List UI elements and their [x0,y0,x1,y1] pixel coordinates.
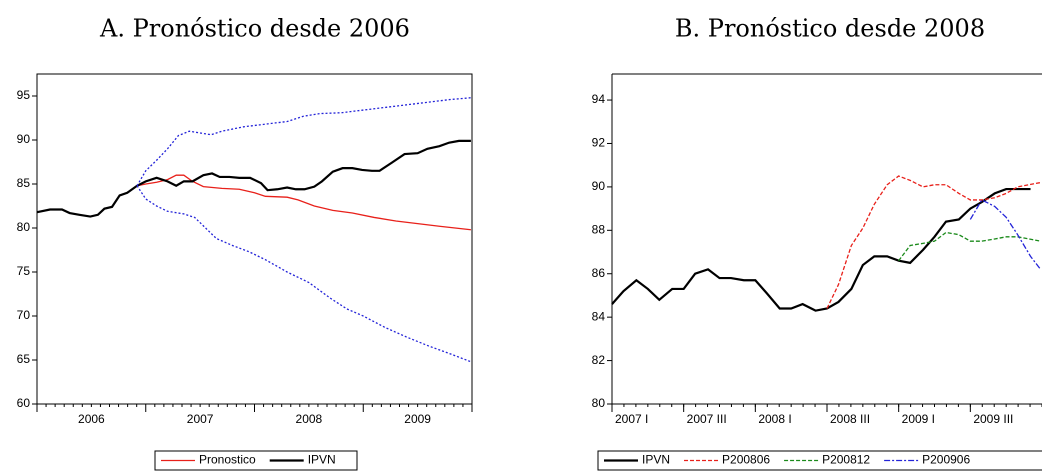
series-line [898,231,1041,262]
y-tick-label: 94 [592,92,606,106]
chart-title: B. Pronóstico desde 2008 [675,15,985,43]
legend-label: P200806 [722,453,770,467]
y-tick-label: 92 [592,136,606,150]
series-line [611,187,1031,312]
x-tick-label: 2009 [404,412,431,426]
y-tick-label: 65 [17,352,31,366]
x-tick-label: 2008 III [830,412,870,426]
legend-box [154,450,358,471]
y-tick-label: 95 [17,88,31,102]
plot-frame [36,73,473,405]
x-tick-label: 2006 [78,412,105,426]
x-tick-label: 2007 [187,412,214,426]
y-tick-label: 60 [17,396,31,410]
x-tick-label: 2009 I [902,412,935,426]
x-tick-label: 2009 III [973,412,1013,426]
legend-label: Pronostico [199,453,256,467]
y-tick-label: 85 [17,176,31,190]
series-line [136,174,471,231]
y-tick-label: 90 [592,179,606,193]
chart-title: A. Pronóstico desde 2006 [99,15,410,43]
legend-label: P200812 [822,453,870,467]
legend-label: P200906 [922,453,970,467]
series-line [826,175,1041,309]
y-tick-label: 75 [17,264,31,278]
x-tick-label: 2008 I [758,412,791,426]
y-tick-label: 80 [592,396,606,410]
series-line [36,139,471,218]
y-tick-label: 84 [592,309,606,323]
y-tick-label: 80 [17,220,31,234]
legend-box [597,450,1042,471]
x-tick-label: 2008 [296,412,323,426]
x-tick-label: 2007 I [615,412,648,426]
y-tick-label: 88 [592,222,606,236]
y-tick-label: 82 [592,353,606,367]
y-tick-label: 86 [592,266,606,280]
legend-label: IPVN [642,453,670,467]
y-tick-label: 70 [17,308,31,322]
x-tick-label: 2007 III [687,412,727,426]
series-line [136,97,471,187]
series-line [969,199,1042,270]
series-line [136,185,472,363]
legend-label: IPVN [308,453,336,467]
y-tick-label: 90 [17,132,31,146]
